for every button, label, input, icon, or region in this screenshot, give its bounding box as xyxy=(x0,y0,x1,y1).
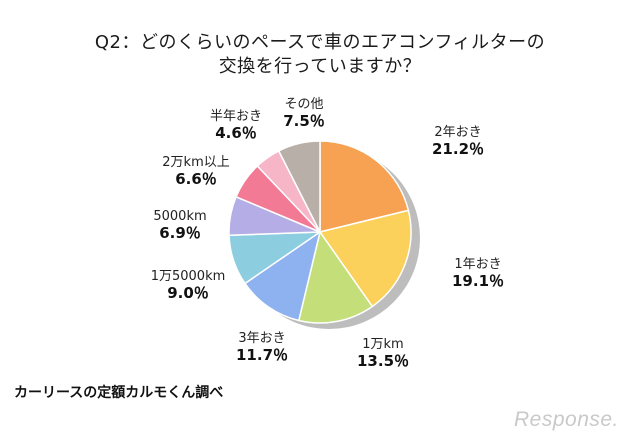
label-other: その他 7.5％ xyxy=(283,96,325,130)
label-3-years-name: 3年おき xyxy=(238,331,286,346)
label-other-value: 7.5％ xyxy=(283,112,325,130)
label-1-year-name: 1年おき xyxy=(454,257,502,272)
label-2-years: 2年おき 21.2％ xyxy=(432,124,484,158)
label-10000km-name: 1万km xyxy=(362,337,404,352)
label-2-years-name: 2年おき xyxy=(434,125,482,140)
label-2-years-value: 21.2％ xyxy=(431,140,485,158)
label-3-years-value: 11.7％ xyxy=(235,346,289,364)
label-other-name: その他 xyxy=(284,97,324,112)
label-half-year-name: 半年おき xyxy=(209,109,263,124)
label-10000km-value: 13.5％ xyxy=(356,352,410,370)
label-15000km-name: 1万5000km xyxy=(150,269,226,284)
label-3-years: 3年おき 11.7％ xyxy=(236,330,288,364)
label-1-year: 1年おき 19.1％ xyxy=(452,256,504,290)
response-logo: Response. xyxy=(514,408,619,431)
label-5000km-value: 6.9％ xyxy=(159,224,201,242)
pie-slice-3 xyxy=(243,230,322,322)
label-half-year: 半年おき 4.6％ xyxy=(210,108,262,142)
label-15000km-value: 9.0％ xyxy=(167,284,209,302)
source-note: カーリースの定額カルモくん調べ xyxy=(14,385,224,401)
label-20000km-plus-value: 6.6％ xyxy=(175,170,217,188)
label-half-year-value: 4.6％ xyxy=(215,124,257,142)
label-10000km: 1万km 13.5％ xyxy=(357,336,409,370)
pie-slice-2 xyxy=(297,230,374,324)
label-1-year-value: 19.1％ xyxy=(451,272,505,290)
chart-title-line1: Q2：どのくらいのペースで車のエアコンフィルターの xyxy=(94,32,546,53)
label-5000km: 5000km 6.9％ xyxy=(153,208,206,242)
label-20000km-plus-name: 2万km以上 xyxy=(162,155,230,170)
label-20000km-plus: 2万km以上 6.6％ xyxy=(162,154,229,188)
label-5000km-name: 5000km xyxy=(153,209,207,224)
pie-slice-8 xyxy=(277,140,321,233)
chart-title-line2: 交換を行っていますか？ xyxy=(218,56,422,77)
pie-slice-0 xyxy=(319,140,410,233)
pie-slice-1 xyxy=(318,209,412,308)
label-15000km: 1万5000km 9.0％ xyxy=(151,268,226,302)
